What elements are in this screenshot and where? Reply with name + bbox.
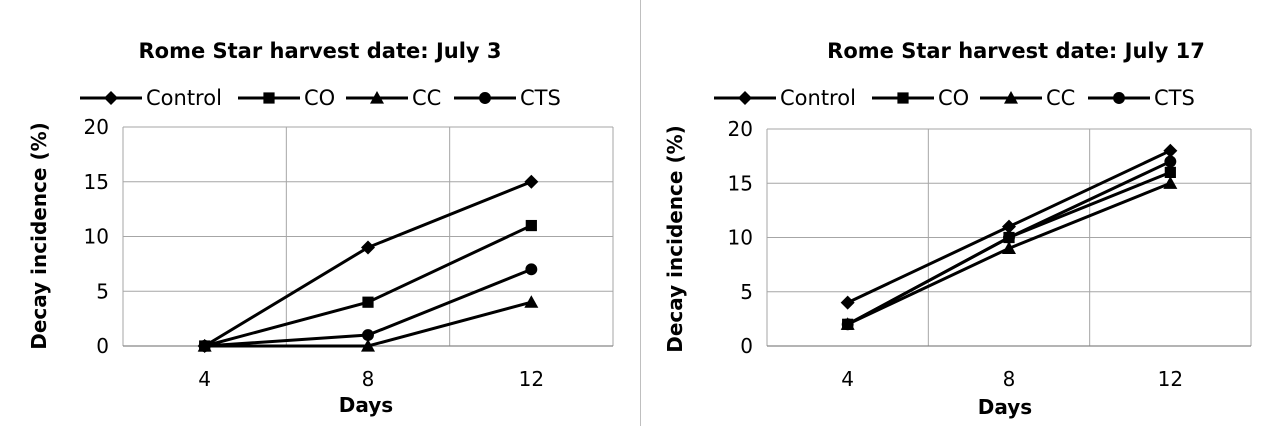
data-point <box>525 219 537 232</box>
chart-july-3: Rome Star harvest date: July 3 Decay inc… <box>27 39 614 417</box>
legend-marker <box>104 91 118 105</box>
y-tick-label: 10 <box>728 226 753 250</box>
data-point <box>1163 143 1178 158</box>
legend-label: CC <box>412 86 441 110</box>
legend-marker <box>370 91 384 104</box>
legend-item-control: Control <box>80 86 222 110</box>
series-cc <box>840 176 1178 330</box>
legend-marker <box>479 92 491 104</box>
chart-title: Rome Star harvest date: July 3 <box>138 39 501 63</box>
legend: Control CO CC CTS <box>714 86 1195 110</box>
legend-label: CC <box>1046 86 1075 110</box>
legend-marker <box>897 92 909 104</box>
legend-marker <box>738 91 752 105</box>
y-tick-label: 15 <box>84 170 109 194</box>
x-tick-label: 12 <box>519 367 544 391</box>
chart-title: Rome Star harvest date: July 17 <box>827 39 1205 63</box>
y-axis-label: Decay incidence (%) <box>663 125 687 353</box>
legend-label: Control <box>780 86 856 110</box>
legend-item-cc: CC <box>980 86 1075 110</box>
legend: Control CO CC CTS <box>80 86 561 110</box>
y-tick-label: 0 <box>740 334 753 358</box>
legend-label: CO <box>938 86 969 110</box>
y-tick-label: 5 <box>740 280 753 304</box>
series-control <box>197 174 539 353</box>
series-line <box>203 180 532 348</box>
y-tick-label: 20 <box>728 117 753 141</box>
legend-item-cts: CTS <box>454 86 561 110</box>
data-point <box>524 295 539 308</box>
legend-item-control: Control <box>714 86 856 110</box>
series-cts <box>841 155 1177 331</box>
x-tick-label: 12 <box>1158 367 1183 391</box>
legend-label: CTS <box>1154 86 1195 110</box>
data-point <box>840 295 855 310</box>
data-point <box>1164 166 1176 178</box>
data-point <box>524 174 539 189</box>
legend-item-cc: CC <box>346 86 441 110</box>
data-point <box>361 339 375 352</box>
data-point <box>1003 231 1015 244</box>
data-point <box>361 240 375 255</box>
x-tick-label: 4 <box>841 367 854 391</box>
data-point <box>525 263 538 276</box>
series-cts <box>198 263 538 352</box>
legend-item-co: CO <box>872 86 969 110</box>
data-point <box>1002 219 1016 234</box>
chart-panel-july-17: Rome Star harvest date: July 17 Decay in… <box>641 0 1277 426</box>
series-control <box>840 143 1178 310</box>
data-point <box>362 329 374 341</box>
data-point <box>362 296 374 308</box>
data-point <box>1164 155 1177 168</box>
y-tick-label: 0 <box>96 334 109 358</box>
gridlines <box>122 126 614 347</box>
data-point <box>841 318 854 331</box>
chart-panel-july-3: Rome Star harvest date: July 3 Decay inc… <box>27 0 641 426</box>
y-tick-label: 10 <box>84 225 109 249</box>
x-tick-label: 4 <box>198 367 211 391</box>
data-point <box>198 340 211 352</box>
y-axis-label: Decay incidence (%) <box>27 122 51 350</box>
legend-label: Control <box>146 86 222 110</box>
y-tick-label: 5 <box>96 279 109 303</box>
legend-marker <box>1004 91 1018 104</box>
legend-label: CO <box>304 86 335 110</box>
x-axis-label: Days <box>978 395 1032 419</box>
chart-july-17: Rome Star harvest date: July 17 Decay in… <box>663 39 1252 419</box>
x-axis-label: Days <box>339 393 393 417</box>
legend-item-co: CO <box>238 86 335 110</box>
data-point <box>1163 176 1178 189</box>
y-tick-label: 15 <box>728 171 753 195</box>
legend-marker <box>1113 92 1125 104</box>
legend-label: CTS <box>520 86 561 110</box>
x-tick-label: 8 <box>1003 367 1016 391</box>
legend-item-cts: CTS <box>1088 86 1195 110</box>
data-point <box>1002 241 1016 254</box>
legend-marker <box>263 92 275 104</box>
y-tick-label: 20 <box>84 115 109 139</box>
x-tick-label: 8 <box>362 367 375 391</box>
